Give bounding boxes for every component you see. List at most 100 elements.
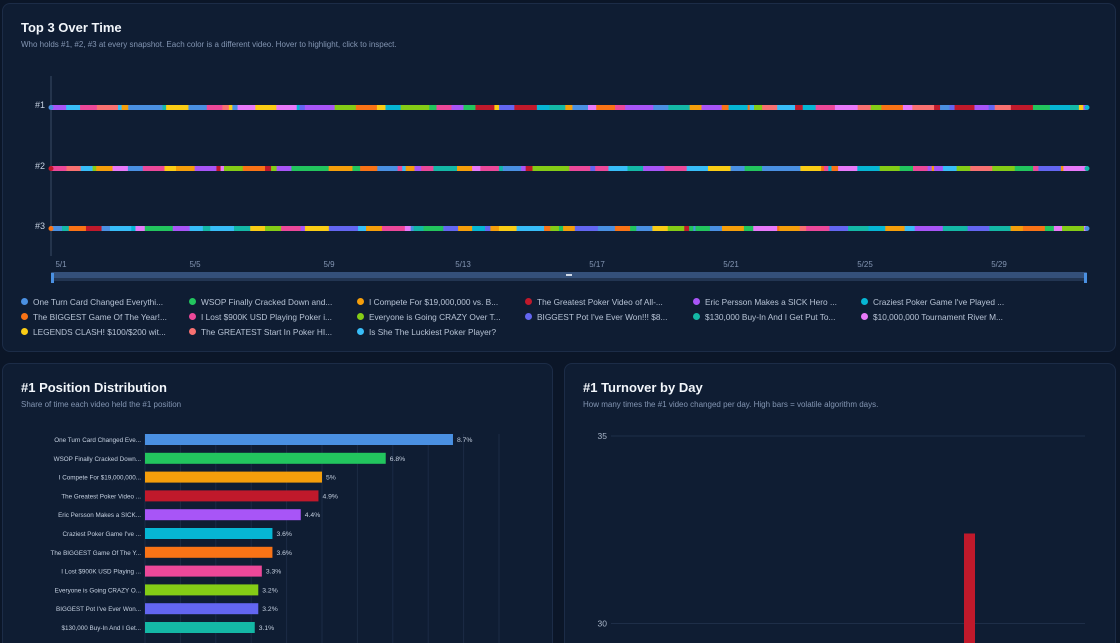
timeline-segment[interactable] [362,105,378,110]
timeline-segment[interactable] [265,226,282,231]
timeline-segment[interactable] [299,105,306,110]
timeline-segment[interactable] [879,166,901,171]
timeline-segment[interactable] [142,166,165,171]
timeline-segment[interactable] [498,166,504,171]
timeline-segment[interactable] [328,166,353,171]
timeline-segment[interactable] [328,226,354,231]
legend-item[interactable]: LEGENDS CLASH! $100/$200 wit... [21,327,189,337]
timeline-segment[interactable] [537,226,545,231]
timeline-segment[interactable] [418,105,430,110]
legend-item[interactable]: BIGGEST Pot I've Ever Won!!! $8... [525,312,693,322]
timeline-segment[interactable] [352,226,359,231]
timeline-segment[interactable] [304,105,316,110]
bar[interactable] [145,546,273,558]
timeline-segment[interactable] [954,105,975,110]
timeline-segment[interactable] [51,105,67,110]
timeline-segment[interactable] [881,105,904,110]
timeline-segment[interactable] [942,166,958,171]
timeline-segment[interactable] [443,226,459,231]
timeline-segment[interactable] [957,226,969,231]
timeline-segment[interactable] [532,166,550,171]
timeline-segment[interactable] [904,226,916,231]
timeline-segment[interactable] [721,226,745,231]
timeline-segment[interactable] [92,166,97,171]
timeline-segment[interactable] [405,166,415,171]
timeline-segment[interactable] [381,226,406,231]
timeline-segment[interactable] [636,226,653,231]
timeline-segment[interactable] [233,226,251,231]
timeline-segment[interactable] [931,166,935,171]
timeline-segment[interactable] [433,166,458,171]
timeline-segment[interactable] [795,105,804,110]
timeline-segment[interactable] [216,166,222,171]
timeline-segment[interactable] [176,166,196,171]
timeline-segment[interactable] [457,166,473,171]
timeline-segment[interactable] [397,166,403,171]
timeline-segment[interactable] [276,105,298,110]
timeline-segment[interactable] [494,105,500,110]
timeline-segment[interactable] [291,166,309,171]
timeline-segment[interactable] [777,166,801,171]
timeline-segment[interactable] [112,166,129,171]
timeline-segment[interactable] [423,226,444,231]
timeline-segment[interactable] [516,226,539,231]
timeline-segment[interactable] [96,105,119,110]
timeline-segment[interactable] [563,226,576,231]
timeline-segment[interactable] [276,166,292,171]
timeline-segment[interactable] [1049,105,1071,110]
bar[interactable] [145,452,386,464]
timeline-segment[interactable] [61,226,70,231]
timeline-segment[interactable] [352,166,361,171]
timeline-segment[interactable] [992,166,1016,171]
timeline-segment[interactable] [202,226,211,231]
timeline-segment[interactable] [802,105,817,110]
timeline-segment[interactable] [414,166,422,171]
timeline-segment[interactable] [912,105,935,110]
bar[interactable] [145,622,255,633]
timeline-segment[interactable] [940,105,951,110]
timeline-segment[interactable] [296,105,301,110]
timeline-segment[interactable] [643,166,665,171]
timeline-segment[interactable] [693,226,696,231]
timeline-segment[interactable] [652,226,669,231]
timeline-segment[interactable] [334,105,357,110]
timeline-segment[interactable] [472,166,481,171]
timeline-segment[interactable] [271,166,278,171]
timeline-segment[interactable] [85,226,103,231]
timeline-segment[interactable] [707,166,732,171]
timeline-segment[interactable] [569,166,591,171]
timeline-segment[interactable] [360,166,378,171]
timeline-segment[interactable] [472,226,486,231]
timeline-segment[interactable] [615,105,626,110]
timeline-segment[interactable] [245,166,266,171]
timeline-segment[interactable] [436,105,452,110]
timeline-segment[interactable] [701,105,723,110]
timeline-segment[interactable] [870,105,882,110]
legend-item[interactable]: The GREATEST Start In Poker HI... [189,327,357,337]
timeline-segment[interactable] [206,105,223,110]
timeline-segment[interactable] [632,105,654,110]
timeline-segment[interactable] [572,105,589,110]
timeline-segment[interactable] [307,166,330,171]
timeline-segment[interactable] [255,105,277,110]
timeline-segment[interactable] [684,226,690,231]
timeline-segment[interactable] [728,105,749,110]
timeline-segment[interactable] [933,166,944,171]
timeline-segment[interactable] [590,166,596,171]
timeline-segment[interactable] [762,105,778,110]
timeline-segment[interactable] [121,105,129,110]
timeline-segment[interactable] [868,226,886,231]
timeline-segment[interactable] [172,226,191,231]
timeline-segment[interactable] [550,226,560,231]
timeline-segment[interactable] [66,166,82,171]
timeline-segment[interactable] [514,105,538,110]
timeline-segment[interactable] [480,166,500,171]
timeline-segment[interactable] [109,226,132,231]
legend-item[interactable]: WSOP Finally Cracked Down and... [189,297,357,307]
timeline-segment[interactable] [608,166,628,171]
timeline-segment[interactable] [815,105,836,110]
legend-item[interactable]: I Compete For $19,000,000 vs. B... [357,297,525,307]
timeline-segment[interactable] [223,166,244,171]
slider-handle-left[interactable] [51,273,54,283]
timeline-segment[interactable] [857,105,872,110]
